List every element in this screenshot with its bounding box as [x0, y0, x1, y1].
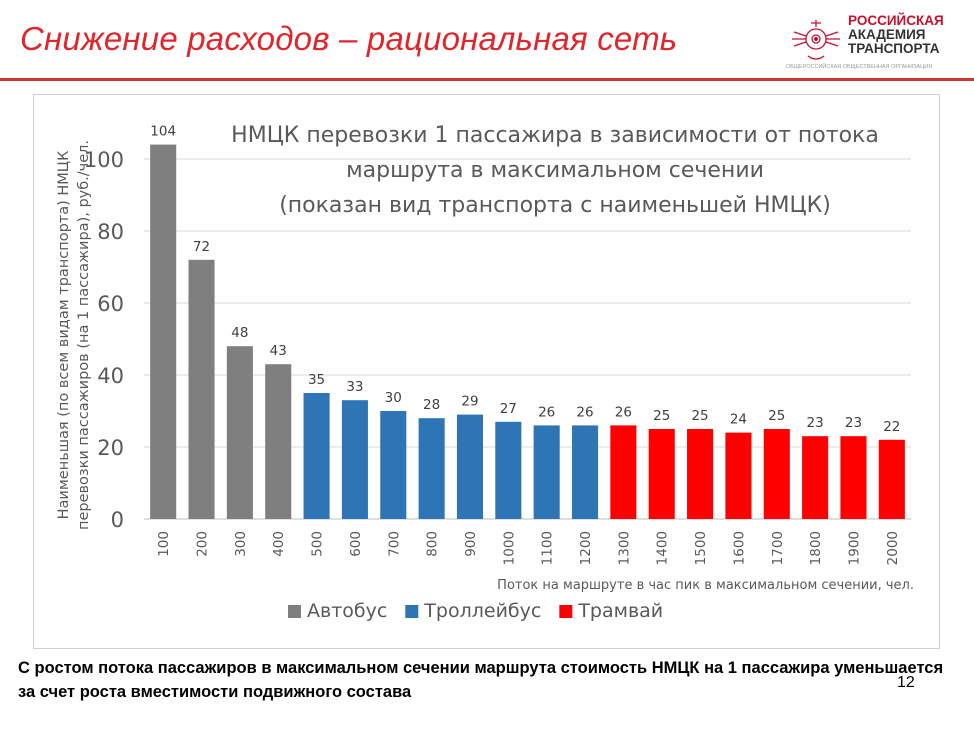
academy-name: РОССИЙСКАЯ АКАДЕМИЯ ТРАНСПОРТА	[848, 14, 944, 56]
data-label: 22	[883, 419, 900, 435]
x-tick-label: 800	[425, 531, 441, 557]
x-tick-label: 400	[271, 531, 287, 557]
y-tick-label: 80	[97, 220, 124, 244]
legend-label: Трамвай	[577, 600, 663, 622]
bar	[725, 432, 752, 519]
bar-chart: 0 20 40 60 80 100 104 100 72 200 48 300 43 400 35 500 33…	[56, 123, 914, 622]
academy-name-line2: АКАДЕМИЯ	[848, 27, 926, 42]
bar	[878, 439, 905, 519]
slide-caption: С ростом потока пассажиров в максимально…	[18, 659, 944, 701]
x-tick-label: 900	[463, 531, 479, 557]
bar	[341, 400, 368, 519]
bar	[687, 429, 714, 519]
bar	[226, 346, 253, 519]
data-label: 25	[653, 408, 670, 424]
y-tick-label: 40	[97, 364, 124, 388]
academy-emblem-icon	[792, 20, 840, 60]
y-tick-label: 100	[84, 148, 124, 172]
data-label: 23	[845, 415, 862, 431]
x-tick-label: 1100	[540, 531, 556, 565]
legend-swatch	[288, 605, 301, 618]
x-tick-label: 1400	[655, 531, 671, 565]
data-label: 30	[385, 390, 402, 406]
legend-label: Троллейбус	[423, 600, 541, 622]
x-axis-label: Поток на маршруте в час пик в максимальн…	[497, 578, 914, 593]
slide-title: Снижение расходов – рациональная сеть	[20, 20, 678, 57]
bar	[648, 429, 675, 519]
data-label: 104	[150, 124, 176, 140]
x-tick-label: 1200	[578, 531, 594, 565]
legend-swatch	[559, 605, 573, 618]
x-tick-label: 100	[156, 531, 172, 557]
data-label: 72	[193, 239, 210, 255]
data-label: 26	[615, 404, 632, 420]
bar	[418, 418, 445, 519]
chart-title-line: НМЦК перевозки 1 пассажира в зависимости…	[231, 123, 879, 148]
x-tick-label: 300	[233, 531, 249, 557]
data-label: 25	[691, 408, 708, 424]
academy-name-line3: ТРАНСПОРТА	[848, 41, 940, 56]
bar	[456, 414, 484, 519]
data-label: 43	[270, 343, 287, 359]
x-tick-label: 1000	[501, 531, 517, 565]
x-tick-label: 1800	[808, 531, 824, 565]
data-label: 24	[730, 412, 747, 428]
x-tick-label: 1300	[616, 531, 632, 565]
data-label: 26	[576, 404, 593, 420]
bar	[495, 421, 522, 519]
x-tick-label: 2000	[885, 531, 901, 565]
x-tick-label: 1600	[731, 531, 747, 565]
bar	[533, 425, 560, 519]
academy-logo: РОССИЙСКАЯ АКАДЕМИЯ ТРАНСПОРТА ОБЩЕРОССИ…	[786, 10, 966, 74]
chart-title-line: маршрута в максимальном сечении	[346, 158, 764, 183]
chart-frame: 0 20 40 60 80 100 104 100 72 200 48 300 43 400 35 500 33…	[33, 94, 940, 649]
bar	[802, 436, 829, 519]
legend-label: Автобус	[307, 600, 387, 622]
y-tick-label: 0	[111, 508, 124, 532]
bar	[380, 411, 407, 519]
academy-subtitle: ОБЩЕРОССИЙСКАЯ ОБЩЕСТВЕННАЯ ОРГАНИЗАЦИЯ	[786, 64, 933, 70]
x-tick-label: 600	[348, 531, 364, 557]
y-tick-label: 20	[97, 436, 124, 460]
y-tick-label: 60	[97, 292, 124, 316]
y-axis-label-line: Наименьшая (по всем видам транспорта) НМ…	[56, 150, 72, 519]
data-label: 35	[308, 372, 325, 388]
bar	[610, 425, 637, 519]
data-label: 28	[423, 397, 440, 413]
bar	[571, 425, 599, 519]
bar	[303, 393, 330, 519]
page-number: 12	[897, 674, 915, 691]
bar	[188, 259, 215, 519]
bar	[265, 364, 292, 519]
x-tick-label: 200	[195, 531, 211, 557]
x-tick-label: 700	[386, 531, 402, 557]
data-label: 33	[346, 379, 363, 395]
bar	[763, 429, 790, 519]
title-divider	[0, 78, 974, 81]
bar	[150, 144, 177, 519]
x-tick-label: 500	[310, 531, 326, 557]
chart-title-line: (показан вид транспорта с наименьшей НМЦ…	[279, 193, 831, 218]
data-label: 27	[500, 401, 517, 417]
legend-swatch	[405, 605, 419, 618]
bar	[840, 436, 867, 519]
data-label: 23	[807, 415, 824, 431]
data-label: 26	[538, 404, 555, 420]
y-axis-label-line: перевозки пассажиров (на 1 пассажира), р…	[76, 140, 92, 530]
x-tick-label: 1500	[693, 531, 709, 565]
x-tick-label: 1700	[770, 531, 786, 565]
x-tick-label: 1900	[846, 531, 862, 565]
data-label: 29	[461, 394, 478, 410]
academy-name-line1: РОССИЙСКАЯ	[848, 13, 944, 28]
data-label: 25	[768, 408, 785, 424]
data-label: 48	[231, 325, 248, 341]
